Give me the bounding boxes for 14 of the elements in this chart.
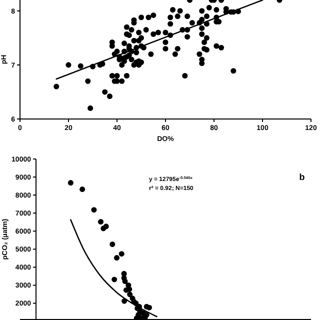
- point: [91, 207, 97, 213]
- point: [123, 287, 129, 293]
- point: [127, 292, 133, 298]
- point: [114, 255, 120, 261]
- point: [98, 219, 104, 225]
- point: [80, 186, 86, 192]
- point: [122, 278, 128, 284]
- point: [112, 276, 118, 282]
- point: [110, 242, 116, 248]
- point: [122, 298, 128, 304]
- point: [103, 224, 109, 230]
- annotation: b: [299, 172, 306, 182]
- point: [118, 251, 124, 257]
- point: [68, 180, 74, 186]
